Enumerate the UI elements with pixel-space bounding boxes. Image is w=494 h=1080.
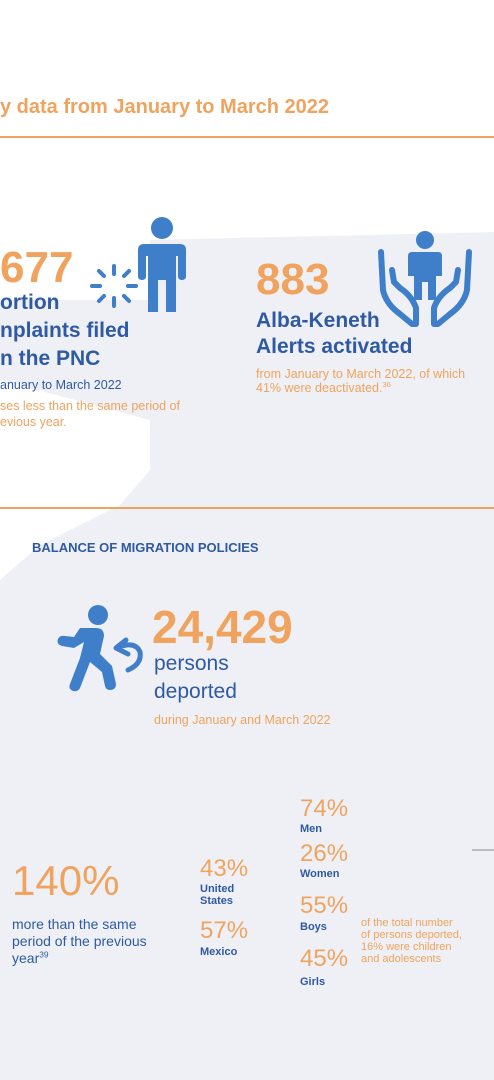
minors-note-line1: of the total number (361, 917, 453, 929)
increase-label-line2: period of the previous (12, 933, 147, 949)
alerts-note-line2: 41% were deactivated.36 (256, 381, 391, 397)
section-divider (0, 507, 494, 509)
edge-divider (472, 849, 494, 851)
increase-footnote-ref: 39 (39, 949, 49, 960)
extortion-note-line2: evious year. (0, 415, 67, 429)
extortion-note-line1: ses less than the same period of (0, 399, 180, 413)
men-percent: 74% (300, 795, 349, 822)
child-protection-hands-icon (378, 231, 472, 327)
origin-us-label-line1: United (200, 883, 235, 895)
extortion-period: anuary to March 2022 (0, 378, 122, 392)
person-deported-return-icon (57, 605, 143, 692)
alerts-label-line2: Alerts activated (256, 335, 413, 358)
loading-spinner-icon (90, 264, 138, 308)
migration-section-title: BALANCE OF MIGRATION POLICIES (32, 540, 259, 555)
girls-label: Girls (300, 976, 326, 988)
origin-mexico-label: Mexico (200, 946, 238, 958)
increase-label-line3: year39 (12, 950, 49, 966)
men-label: Men (300, 823, 322, 835)
origin-mexico-percent: 57% (200, 917, 249, 944)
deported-label-line2: deported (154, 680, 237, 703)
alerts-note-text: 41% were deactivated. (256, 381, 383, 395)
women-label: Women (300, 868, 340, 880)
alerts-label-line1: Alba-Keneth (256, 309, 380, 332)
page-title: y data from January to March 2022 (0, 96, 330, 118)
minors-note-line4: and adolescents (361, 953, 442, 965)
women-percent: 26% (300, 840, 349, 867)
alerts-footnote-ref: 36 (382, 379, 391, 389)
increase-percent: 140% (12, 857, 120, 904)
header-divider (0, 136, 494, 138)
boys-percent: 55% (300, 892, 349, 919)
extortion-label-line3: n the PNC (0, 347, 101, 370)
extortion-number: 677 (0, 243, 74, 292)
girls-percent: 45% (300, 945, 349, 972)
deported-label-line1: persons (154, 652, 229, 675)
boys-label: Boys (300, 921, 327, 933)
extortion-label-line2: nplaints filed (0, 319, 130, 342)
extortion-label-line1: ortion (0, 291, 60, 314)
minors-note-line3: 16% were children (361, 941, 452, 953)
origin-us-label-line2: States (200, 895, 234, 907)
deported-period: during January and March 2022 (154, 713, 331, 727)
increase-label-year: year (12, 950, 40, 966)
person-icon (138, 217, 186, 312)
alerts-note-line1: from January to March 2022, of which (256, 367, 466, 381)
minors-note-line2: of persons deported, (361, 929, 462, 941)
alerts-number: 883 (256, 255, 330, 304)
increase-label-line1: more than the same (12, 916, 137, 932)
origin-us-percent: 43% (200, 855, 249, 882)
deported-number: 24,429 (152, 601, 293, 653)
